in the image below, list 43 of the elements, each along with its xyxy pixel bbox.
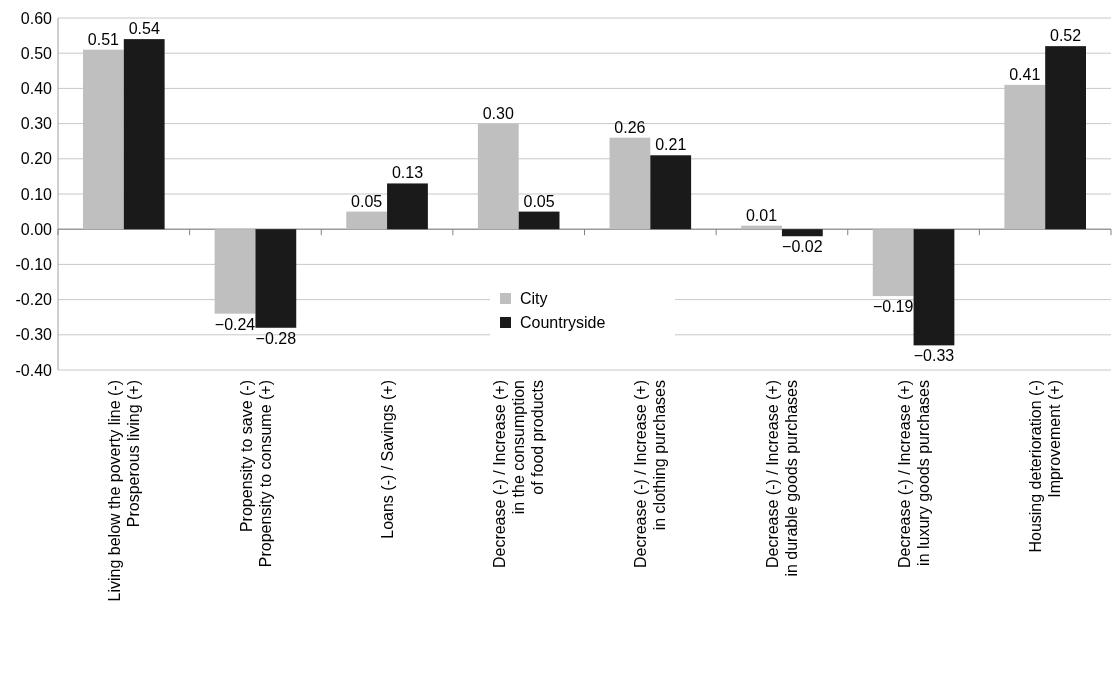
data-label: 0.26	[614, 118, 646, 136]
data-label: −0.24	[214, 315, 256, 333]
data-label: 0.30	[482, 104, 514, 122]
data-label: −0.33	[913, 347, 955, 365]
x-tick-label: Loans (-) / Savings (+)	[378, 380, 396, 539]
y-tick-label: -0.30	[15, 326, 53, 344]
data-label: 0.54	[128, 20, 160, 38]
data-label: 0.05	[523, 192, 555, 210]
data-label: −0.02	[782, 238, 823, 256]
y-tick-label: -0.10	[15, 256, 53, 273]
data-label: 0.52	[1050, 27, 1082, 45]
bar	[255, 229, 297, 328]
x-tick-label: Living below the poverty line (-) Prosperous living (+)	[105, 380, 142, 602]
data-label: −0.28	[255, 329, 297, 347]
y-tick-label: 0.40	[20, 80, 53, 97]
data-label: 0.41	[1009, 65, 1041, 83]
bar	[518, 211, 560, 230]
y-tick-label: 0.20	[20, 150, 53, 168]
data-label: −0.19	[872, 298, 914, 316]
y-tick-label: -0.20	[15, 291, 53, 309]
x-tick-label: Housing deterioration (-) Improvement (+)	[1027, 380, 1064, 553]
y-tick-label: 0.30	[20, 115, 53, 133]
y-tick-label: 0.60	[20, 9, 53, 27]
bar	[913, 229, 955, 346]
y-tick-label: -0.40	[15, 361, 53, 379]
bar	[387, 183, 428, 230]
x-tick-label: Propensity to save (-) Propensity to consume (+)	[237, 380, 274, 568]
bar	[650, 155, 692, 230]
y-tick-label: 0.00	[20, 220, 53, 238]
y-tick-label: 0.50	[20, 44, 53, 62]
bar	[123, 39, 165, 230]
y-tick-label: 0.10	[20, 185, 53, 203]
data-label: 0.05	[351, 192, 383, 210]
data-label: 0.13	[391, 164, 424, 182]
bar	[781, 229, 823, 237]
data-label: 0.01	[745, 206, 778, 224]
data-label: 0.21	[655, 136, 687, 154]
legend-label: Countryside	[520, 314, 606, 331]
bar	[346, 211, 388, 230]
x-tick-label: Decrease (-) / Increase (+) in the consumption of food products	[491, 380, 547, 569]
bar	[1045, 46, 1086, 230]
legend-label: City	[520, 290, 548, 307]
data-label: 0.51	[87, 30, 120, 48]
